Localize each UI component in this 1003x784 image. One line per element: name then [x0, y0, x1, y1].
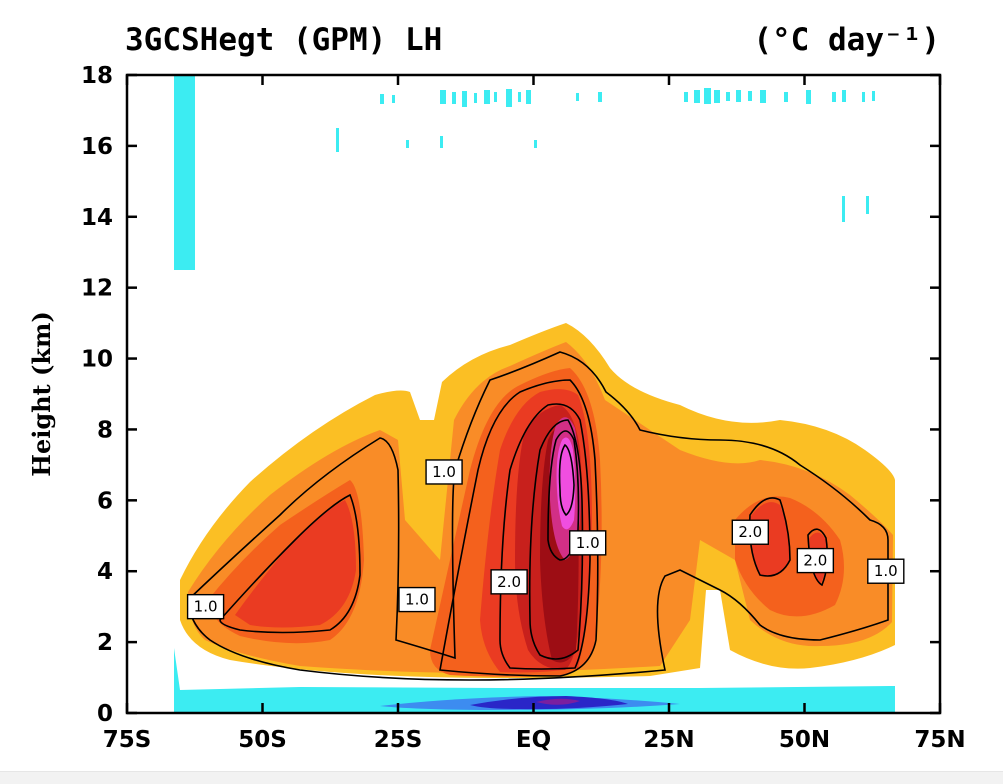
contour-label: 1.0	[425, 459, 463, 485]
contour-label: 2.0	[731, 519, 769, 545]
contour-label-box	[186, 593, 225, 620]
x-axis: 75S 50S 25S EQ 25N 50N 75N	[103, 75, 966, 753]
x-tick-label: 75S	[103, 727, 152, 753]
x-tick-label: 50N	[779, 727, 830, 753]
chart-title: 3GCSHegt (GPM) LH	[125, 22, 442, 58]
contour-label: 1.0	[186, 593, 225, 620]
y-axis-label: Height (km)	[27, 311, 56, 476]
contour-label: 1.0	[398, 586, 436, 613]
stratospheric-speckles	[336, 88, 875, 222]
contour-label: 2.0	[490, 569, 528, 595]
y-tick-label: 12	[81, 276, 113, 302]
y-tick-label: 6	[97, 488, 113, 514]
contour-label-value: 2.0	[497, 573, 521, 591]
y-tick-label: 14	[81, 205, 113, 231]
window-bottom-edge	[0, 771, 1003, 784]
contour-label: 1.0	[569, 530, 607, 556]
x-tick-label: EQ	[516, 727, 551, 753]
x-tick-label: 50S	[238, 727, 287, 753]
y-tick-label: 8	[97, 417, 113, 443]
low-level-cooling	[174, 648, 895, 713]
y-axis: 0 2 4 6 8 10 12 14 16 18	[81, 63, 940, 727]
contour-label-box	[425, 459, 463, 485]
contour-label-value: 2.0	[803, 552, 827, 570]
contour-label-value: 1.0	[405, 591, 429, 609]
contour-label-box	[867, 558, 905, 584]
contour-label-value: 1.0	[576, 534, 600, 552]
contour-label-box	[796, 547, 835, 574]
y-tick-label: 10	[81, 347, 113, 373]
plot-field	[127, 75, 940, 713]
surface-cooling-core	[536, 698, 580, 705]
x-tick-label: 25S	[374, 727, 423, 753]
contour-label-box	[490, 569, 528, 595]
contour-label-box	[398, 586, 436, 613]
contour-label: 2.0	[796, 547, 835, 574]
contour-label-value: 1.0	[432, 463, 456, 481]
contour-label-value: 2.0	[738, 523, 762, 541]
y-tick-label: 18	[81, 63, 113, 89]
contour-labels: 1.0 1.0 1.0 2.0 1.0 2.0 2.0 1.0	[186, 459, 905, 620]
contour-label-box	[731, 519, 769, 545]
contour-label-value: 1.0	[194, 598, 218, 616]
x-tick-label: 25N	[643, 727, 694, 753]
contour-label-value: 1.0	[874, 562, 898, 580]
y-tick-label: 2	[97, 630, 113, 656]
contour-label: 1.0	[867, 558, 905, 584]
y-tick-label: 0	[97, 701, 113, 727]
x-tick-label: 75N	[914, 727, 965, 753]
contour-label-box	[569, 530, 607, 556]
y-tick-label: 16	[81, 134, 113, 160]
y-tick-label: 4	[97, 559, 113, 585]
chart-units: (°C day⁻¹)	[753, 22, 940, 58]
upper-cooling-streak	[174, 75, 195, 270]
